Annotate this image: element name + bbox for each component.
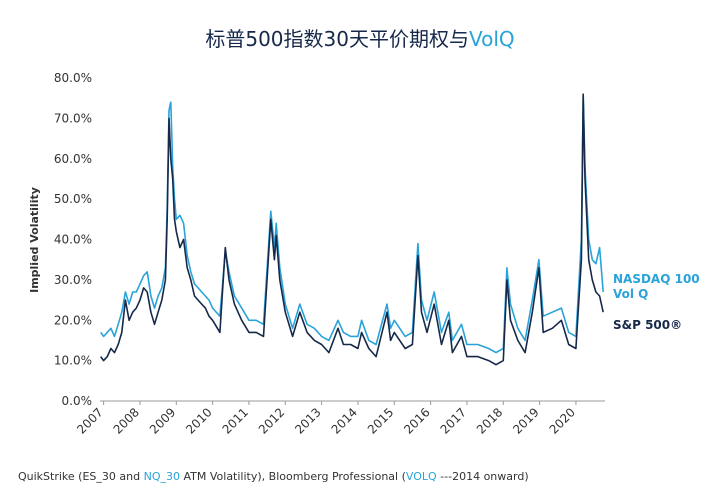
x-tick-label: 2017 bbox=[438, 405, 469, 436]
y-tick-label: 20.0% bbox=[54, 313, 92, 327]
x-tick-label: 2011 bbox=[220, 405, 251, 436]
source-part: QuikStrike (ES_30 and bbox=[18, 470, 144, 483]
y-tick-label: 30.0% bbox=[54, 273, 92, 287]
x-tick-label: 2012 bbox=[256, 405, 287, 436]
y-tick-label: 40.0% bbox=[54, 233, 92, 247]
series-line bbox=[100, 97, 604, 354]
y-tick-label: 60.0% bbox=[54, 152, 92, 166]
x-tick-label: 2007 bbox=[74, 405, 105, 436]
x-tick-label: 2019 bbox=[510, 405, 541, 436]
chart-title: 标普500指数30天平价期权与VolQ bbox=[205, 27, 514, 51]
y-tick-label: 10.0% bbox=[54, 354, 92, 368]
x-tick-label: 2014 bbox=[329, 405, 360, 436]
y-tick-label: 0.0% bbox=[62, 394, 93, 408]
title-highlight: VolQ bbox=[469, 27, 515, 51]
series-label: S&P 500® bbox=[613, 318, 683, 332]
x-tick-label: 2008 bbox=[111, 405, 142, 436]
source-part: ---2014 onward) bbox=[437, 470, 529, 483]
x-tick-label: 2010 bbox=[183, 405, 214, 436]
y-tick-label: 50.0% bbox=[54, 192, 92, 206]
y-axis-label: Implied Volatility bbox=[28, 187, 41, 293]
source-part: VOLQ bbox=[406, 470, 437, 483]
source-part: ATM Volatility), Bloomberg Professional … bbox=[180, 470, 406, 483]
source-part: NQ_30 bbox=[144, 470, 180, 483]
x-tick-label: 2018 bbox=[474, 405, 505, 436]
x-tick-label: 2015 bbox=[365, 405, 396, 436]
source-note: QuikStrike (ES_30 and NQ_30 ATM Volatili… bbox=[18, 470, 529, 483]
y-tick-label: 70.0% bbox=[54, 111, 92, 125]
x-tick-label: 2009 bbox=[147, 405, 178, 436]
series-label: NASDAQ 100 Vol Q bbox=[613, 272, 700, 301]
series-line bbox=[100, 93, 604, 366]
x-tick-label: 2020 bbox=[547, 405, 578, 436]
x-tick-label: 2013 bbox=[292, 405, 323, 436]
y-tick-label: 80.0% bbox=[54, 71, 92, 85]
title-main: 标普500指数30天平价期权与 bbox=[205, 27, 469, 51]
x-tick-label: 2016 bbox=[401, 405, 432, 436]
